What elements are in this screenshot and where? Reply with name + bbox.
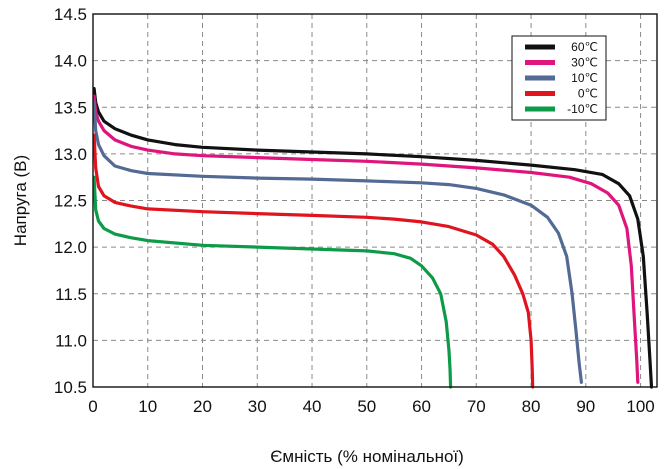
- x-tick-label: 40: [303, 397, 322, 416]
- y-tick-label: 12.5: [54, 192, 87, 211]
- y-tick-label: 13.5: [54, 98, 87, 117]
- x-tick-label: 20: [193, 397, 212, 416]
- tick-labels: 0 10 20 30 40 50 60 70 80 90 100 10.5 11.0 11.5 12.0 12…: [54, 5, 655, 416]
- series-line-4: [92, 175, 453, 389]
- y-tick-label: 14.5: [54, 5, 87, 24]
- legend-label: -10℃: [567, 102, 598, 116]
- y-tick-label: 14.0: [54, 52, 87, 71]
- series-line-0: [92, 87, 654, 389]
- x-tick-label: 60: [412, 397, 431, 416]
- y-tick-label: 12.0: [54, 238, 87, 257]
- y-tick-label: 11.5: [55, 285, 87, 304]
- y-axis-title: Напруга (В): [11, 155, 30, 246]
- legend-label: 30℃: [571, 56, 598, 70]
- legend-label: 0℃: [578, 87, 598, 101]
- x-tick-label: 70: [467, 397, 486, 416]
- x-tick-label: 30: [248, 397, 267, 416]
- x-tick-label: 10: [138, 397, 157, 416]
- x-tick-label: 0: [88, 397, 97, 416]
- x-tick-label: 100: [626, 397, 654, 416]
- x-tick-label: 50: [357, 397, 376, 416]
- series-line-3: [92, 133, 535, 389]
- y-tick-label: 13.0: [54, 145, 87, 164]
- series-line-1: [92, 94, 640, 384]
- x-tick-label: 90: [576, 397, 595, 416]
- x-tick-label: 80: [522, 397, 541, 416]
- y-tick-label: 10.5: [54, 378, 87, 397]
- x-axis-title: Ємність (% номінальної): [270, 447, 464, 466]
- y-tick-label: 11.0: [55, 331, 87, 350]
- legend-label: 10℃: [571, 71, 598, 85]
- series-line-2: [92, 101, 583, 384]
- legend-label: 60℃: [571, 40, 598, 54]
- legend: 60℃ 30℃10℃ 0℃-10℃: [511, 35, 607, 121]
- plot-frame: [92, 13, 658, 388]
- series-lines: [92, 87, 654, 389]
